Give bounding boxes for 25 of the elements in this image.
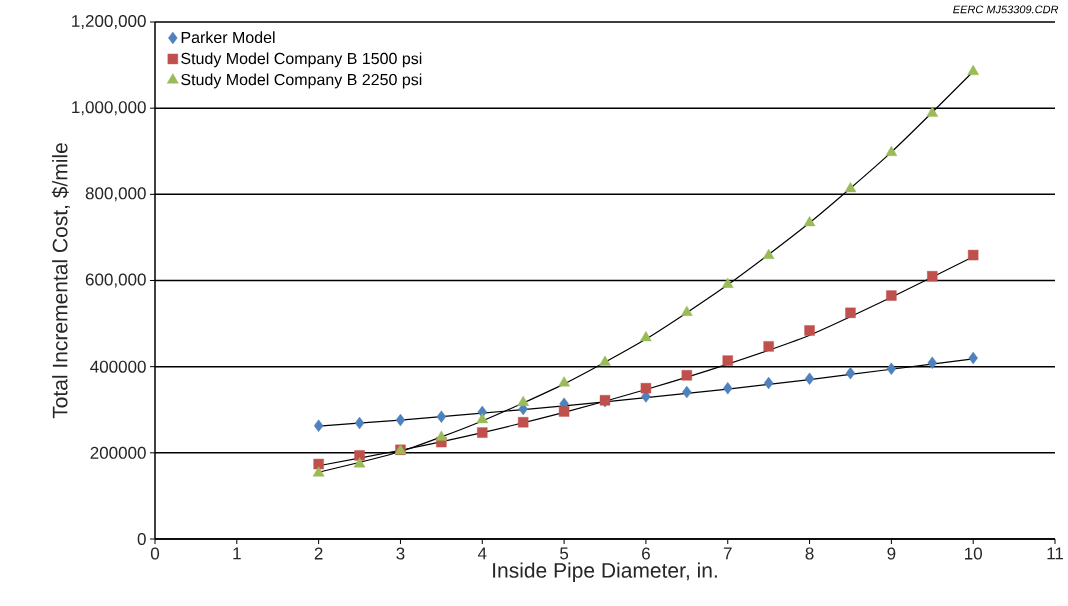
x-tick-label: 8: [805, 547, 814, 560]
y-axis-title: Total Incremental Cost, $/mile: [51, 143, 71, 419]
x-tick-label: 4: [477, 547, 487, 560]
y-tick-label: 0: [137, 532, 146, 546]
legend-label: Study Model Company B 1500 psi: [181, 52, 422, 68]
y-tick-label: 400000: [90, 360, 146, 373]
x-tick-label: 7: [723, 547, 732, 560]
y-tick-label: 600,000: [85, 273, 146, 288]
y-tick-label: 200000: [90, 446, 146, 459]
x-axis-title: Inside Pipe Diameter, in.: [493, 562, 717, 582]
legend-label: Parker Model: [181, 31, 275, 44]
y-tick-label: 800,000: [85, 187, 146, 202]
text: EERC MJ53309.CDR: [953, 5, 1059, 14]
x-tick-label: 5: [560, 547, 569, 560]
x-tick-label: 6: [642, 547, 650, 560]
x-tick-label: 0: [150, 547, 160, 560]
legend-label: Study Model Company B 2250 psi: [181, 73, 422, 89]
x-tick-label: 3: [396, 547, 405, 560]
x-tick-label: 2: [314, 547, 323, 560]
x-tick-label: 10: [965, 547, 982, 560]
x-tick-label: 9: [887, 547, 896, 560]
x-tick-label: 1: [233, 547, 241, 560]
x-tick-label: 11: [1047, 547, 1064, 560]
y-tick-label: 1,200,000: [72, 14, 146, 30]
y-tick-label: 1,000,000: [72, 101, 146, 116]
